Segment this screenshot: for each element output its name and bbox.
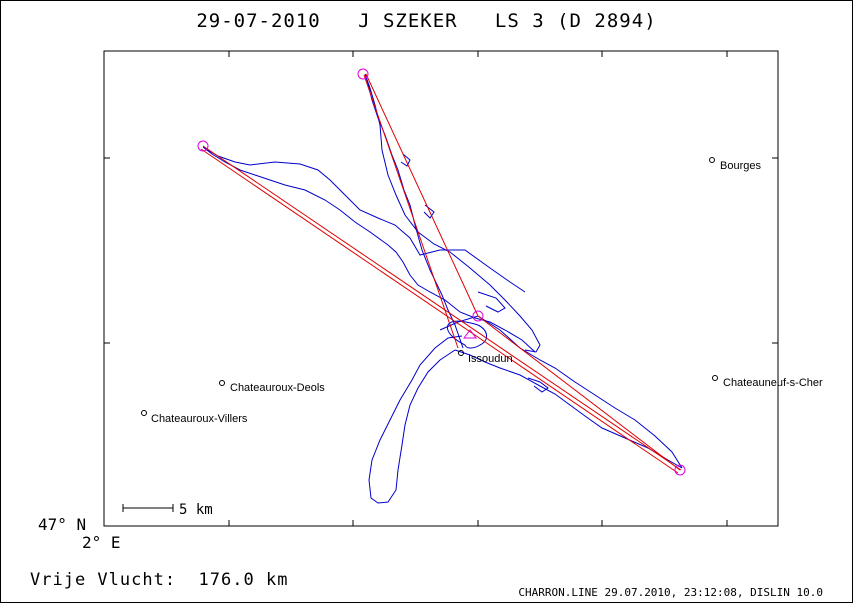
turnpoint-north	[357, 68, 369, 80]
turnpoint-west	[197, 140, 209, 152]
map-plot-area	[103, 50, 779, 527]
turnpoints	[197, 68, 686, 476]
track-south-leg	[368, 335, 463, 504]
track-loop-mid	[423, 204, 435, 219]
free-flight-distance: Vrije Vlucht: 176.0 km	[30, 570, 288, 590]
place-markers	[141, 157, 718, 416]
task-lines	[200, 73, 682, 474]
task-leg-north-start	[363, 74, 459, 349]
track-loop-north	[400, 153, 411, 167]
task-leg-west-east-return	[200, 148, 679, 474]
glider-info: LS 3 (D 2894)	[494, 10, 657, 32]
track-loop-issoudun	[446, 320, 487, 349]
longitude-label: 2° E	[82, 533, 121, 552]
footer-info: CHARRON.LINE 29.07.2010, 23:12:08, DISLI…	[518, 586, 823, 599]
scale-bar-label: 5 km	[179, 502, 213, 518]
track-west-leg	[202, 146, 536, 353]
flight-date: 29-07-2010	[196, 10, 321, 32]
place-label-chateauneuf: Chateauneuf-s-Cher	[723, 377, 823, 389]
pilot-name: J SZEKER	[358, 10, 458, 32]
gps-track	[202, 73, 683, 504]
scale-bar	[122, 504, 174, 512]
distance-label: Vrije Vlucht:	[30, 570, 177, 590]
place-label-bourges: Bourges	[720, 160, 761, 172]
latitude-label: 47° N	[38, 515, 86, 534]
task-leg-turn-east	[477, 315, 681, 471]
start-triangle	[463, 329, 477, 339]
map-title: 29-07-2010 J SZEKER LS 3 (D 2894)	[0, 10, 853, 32]
track-east-leg	[439, 315, 683, 469]
place-marker-chateauneuf	[712, 375, 718, 381]
track-loop-southeast	[527, 377, 549, 393]
place-marker-chateauroux-villers	[141, 410, 147, 416]
place-marker-chateauroux-deols	[219, 380, 225, 386]
turnpoint-center	[472, 310, 484, 322]
place-label-chateauroux-deols: Chateauroux-Deols	[230, 382, 325, 394]
track-north-leg	[364, 73, 541, 353]
place-label-chateauroux-villers: Chateauroux-Villers	[151, 413, 248, 425]
place-label-issoudun: Issoudun	[468, 353, 513, 365]
distance-value: 176.0 km	[198, 570, 289, 590]
turnpoint-east	[674, 464, 686, 476]
axis-ticks	[104, 51, 778, 526]
task-leg-north-turn	[365, 73, 479, 317]
place-marker-bourges	[709, 157, 715, 163]
task-leg-west-east	[202, 145, 682, 471]
place-marker-issoudun	[458, 350, 464, 356]
track-loop-east	[477, 291, 506, 313]
